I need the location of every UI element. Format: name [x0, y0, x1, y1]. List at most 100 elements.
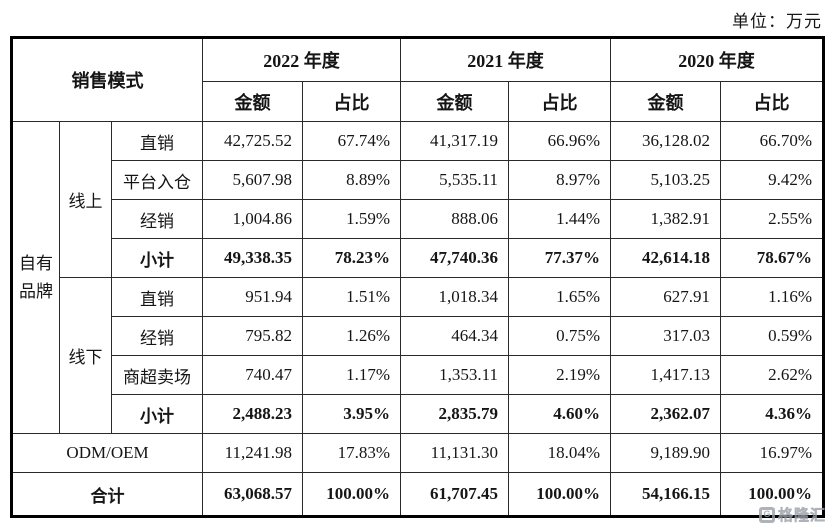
ratio-cell: 100.00%	[508, 472, 612, 517]
amount-cell: 740.47	[202, 355, 304, 395]
ratio-cell: 8.97%	[508, 160, 612, 200]
table-row-total: 合计 63,068.57 100.00% 61,707.45 100.00% 5…	[10, 472, 825, 517]
sales-mode-table: 销售模式 2022 年度 2021 年度 2020 年度 金额 占比 金额 占比…	[10, 36, 826, 518]
ratio-cell: 78.67%	[720, 238, 825, 278]
header-row-metrics: 金额 占比 金额 占比 金额 占比	[12, 81, 825, 122]
ratio-cell: 9.42%	[720, 160, 825, 200]
amount-cell: 2,488.23	[202, 394, 304, 434]
amount-cell: 5,607.98	[202, 160, 304, 200]
ratio-header-2022: 占比	[302, 81, 402, 122]
row-label-offline-supermarket: 商超卖场	[110, 355, 204, 395]
year-2022-header: 2022 年度	[202, 37, 402, 82]
ratio-cell: 4.36%	[720, 394, 825, 434]
amount-cell: 61,707.45	[400, 472, 510, 517]
amount-cell: 1,018.34	[400, 277, 510, 317]
amount-cell: 2,835.79	[400, 394, 510, 434]
ratio-header-2021: 占比	[508, 81, 612, 122]
year-2021-header: 2021 年度	[400, 37, 612, 82]
ratio-cell: 2.62%	[720, 355, 825, 395]
ratio-cell: 66.96%	[508, 121, 612, 161]
table-row: 经销 1,004.86 1.59% 888.06 1.44% 1,382.91 …	[12, 199, 825, 239]
ratio-cell: 66.70%	[720, 121, 825, 161]
ratio-cell: 8.89%	[302, 160, 402, 200]
ratio-cell: 77.37%	[508, 238, 612, 278]
amount-cell: 795.82	[202, 316, 304, 356]
row-label-online-subtotal: 小计	[110, 238, 204, 278]
gelonghui-logo-icon: G	[758, 506, 775, 523]
table-row: 商超卖场 740.47 1.17% 1,353.11 2.19% 1,417.1…	[12, 355, 825, 395]
table-row-odm-oem: ODM/OEM 11,241.98 17.83% 11,131.30 18.04…	[10, 433, 825, 473]
ratio-cell: 2.55%	[720, 199, 825, 239]
table-bottom-rule	[10, 516, 822, 518]
table-row-subtotal-offline: 小计 2,488.23 3.95% 2,835.79 4.60% 2,362.0…	[12, 394, 825, 434]
row-label-online-distribution: 经销	[110, 199, 204, 239]
amount-cell: 42,614.18	[610, 238, 722, 278]
group-own-brand: 自有品牌	[11, 121, 60, 434]
ratio-cell: 0.75%	[508, 316, 612, 356]
row-label-odm-oem: ODM/OEM	[10, 433, 204, 473]
amount-cell: 2,362.07	[610, 394, 722, 434]
amount-cell: 42,725.52	[202, 121, 304, 161]
ratio-cell: 78.23%	[302, 238, 402, 278]
amount-cell: 47,740.36	[400, 238, 510, 278]
ratio-header-2020: 占比	[720, 81, 825, 122]
unit-label: 单位：万元	[732, 12, 822, 31]
ratio-cell: 67.74%	[302, 121, 402, 161]
row-label-total: 合计	[10, 472, 204, 517]
ratio-cell: 0.59%	[720, 316, 825, 356]
row-label-online-platform: 平台入仓	[110, 160, 204, 200]
table-row-subtotal-online: 小计 49,338.35 78.23% 47,740.36 77.37% 42,…	[12, 238, 825, 278]
amount-cell: 54,166.15	[610, 472, 722, 517]
amount-cell: 1,382.91	[610, 199, 722, 239]
amount-header-2020: 金额	[610, 81, 722, 122]
amount-cell: 49,338.35	[202, 238, 304, 278]
amount-cell: 9,189.90	[610, 433, 722, 473]
row-label-offline-distribution: 经销	[110, 316, 204, 356]
amount-cell: 11,241.98	[202, 433, 304, 473]
amount-cell: 888.06	[400, 199, 510, 239]
watermark-text: 格隆汇	[777, 507, 826, 525]
ratio-cell: 1.51%	[302, 277, 402, 317]
ratio-cell: 1.26%	[302, 316, 402, 356]
amount-cell: 63,068.57	[202, 472, 304, 517]
ratio-cell: 4.60%	[508, 394, 612, 434]
amount-cell: 36,128.02	[610, 121, 722, 161]
amount-cell: 627.91	[610, 277, 722, 317]
ratio-cell: 1.59%	[302, 199, 402, 239]
amount-cell: 1,353.11	[400, 355, 510, 395]
amount-cell: 11,131.30	[400, 433, 510, 473]
group-online: 线上	[59, 121, 112, 278]
table-row: 经销 795.82 1.26% 464.34 0.75% 317.03 0.59…	[12, 316, 825, 356]
amount-cell: 5,535.11	[400, 160, 510, 200]
amount-cell: 951.94	[202, 277, 304, 317]
ratio-cell: 1.65%	[508, 277, 612, 317]
ratio-cell: 16.97%	[720, 433, 825, 473]
ratio-cell: 1.16%	[720, 277, 825, 317]
amount-cell: 1,417.13	[610, 355, 722, 395]
table-row: 自有品牌 线上 直销 42,725.52 67.74% 41,317.19 66…	[11, 121, 825, 434]
ratio-cell: 3.95%	[302, 394, 402, 434]
row-label-offline-subtotal: 小计	[110, 394, 204, 434]
ratio-cell: 100.00%	[302, 472, 402, 517]
year-2020-header: 2020 年度	[610, 37, 825, 82]
amount-cell: 1,004.86	[202, 199, 304, 239]
table-row: 平台入仓 5,607.98 8.89% 5,535.11 8.97% 5,103…	[12, 160, 825, 200]
table-row: 线下 直销 951.94 1.51% 1,018.34 1.65% 627.91…	[12, 277, 825, 434]
sales-mode-header: 销售模式	[10, 37, 204, 122]
amount-header-2022: 金额	[202, 81, 304, 122]
ratio-cell: 1.44%	[508, 199, 612, 239]
amount-cell: 317.03	[610, 316, 722, 356]
ratio-cell: 2.19%	[508, 355, 612, 395]
amount-cell: 41,317.19	[400, 121, 510, 161]
row-label-online-direct: 直销	[110, 121, 204, 161]
header-row-years: 销售模式 2022 年度 2021 年度 2020 年度	[10, 37, 825, 122]
row-label-offline-direct: 直销	[110, 277, 204, 317]
amount-cell: 464.34	[400, 316, 510, 356]
group-offline: 线下	[59, 277, 112, 434]
watermark: G 格隆汇	[758, 504, 826, 525]
ratio-cell: 1.17%	[302, 355, 402, 395]
amount-cell: 5,103.25	[610, 160, 722, 200]
ratio-cell: 18.04%	[508, 433, 612, 473]
ratio-cell: 17.83%	[302, 433, 402, 473]
